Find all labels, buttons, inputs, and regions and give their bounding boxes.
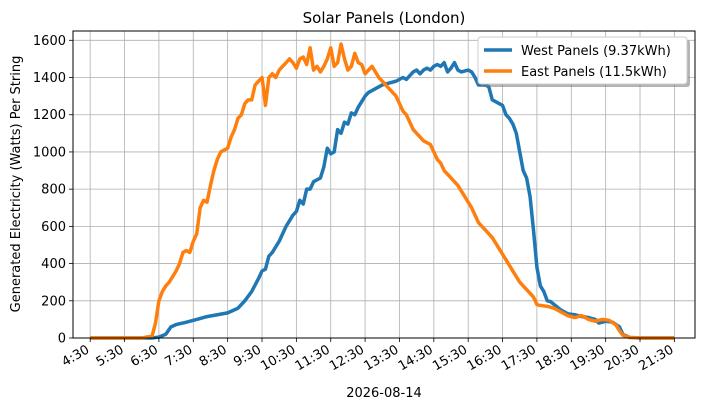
y-tick-label: 1600: [33, 34, 66, 49]
legend-label-west: West Panels (9.37kWh): [521, 44, 671, 59]
y-tick-label: 1200: [33, 108, 66, 123]
chart-title: Solar Panels (London): [303, 9, 466, 27]
series-lines: [90, 42, 675, 340]
y-axis-title: Generated Electricity (Watts) Per String: [9, 56, 24, 313]
y-tick-label: 200: [41, 294, 66, 309]
legend-box: [477, 36, 688, 85]
y-tick-label: 400: [41, 257, 66, 272]
x-axis-title: 2026-08-14: [346, 386, 422, 401]
y-tick-label: 800: [41, 183, 66, 198]
y-tick-label: 1000: [33, 145, 66, 160]
plot-frame: [72, 30, 696, 339]
legend: West Panels (9.37kWh) East Panels (11.5k…: [477, 36, 690, 87]
y-tick-label: 600: [41, 220, 66, 235]
series-line-west: [90, 60, 675, 340]
legend-label-east: East Panels (11.5kWh): [521, 65, 667, 80]
y-tick-label: 1400: [33, 71, 66, 86]
series-line-east: [90, 42, 675, 340]
y-tick-label: 0: [58, 332, 66, 347]
